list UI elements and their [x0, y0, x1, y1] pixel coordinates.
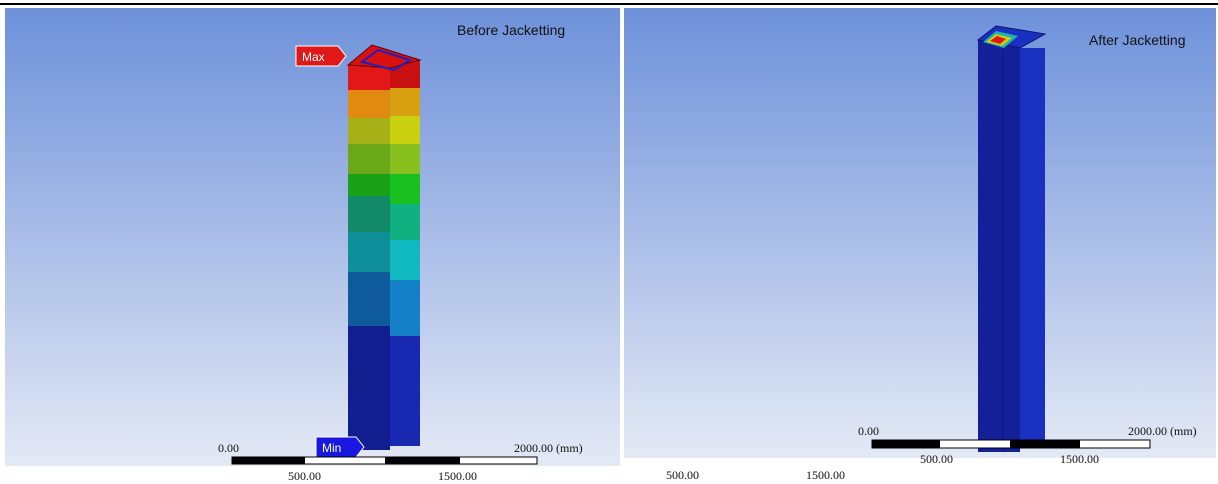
panel-title: Before Jacketting: [457, 22, 565, 38]
panel-after: After Jacketting 0.00 2000.00 (mm) 500.0…: [624, 8, 1216, 466]
max-label: Max: [302, 50, 325, 64]
viewport-background: [5, 8, 620, 466]
column-model: [346, 44, 422, 450]
scale-end: 2000.00 (mm): [514, 441, 583, 455]
scale-start: 0.00: [858, 424, 879, 438]
stray-label: 500.00: [666, 468, 699, 482]
scale-bar: 0.00 2000.00 (mm) 500.00 1500.00: [218, 441, 583, 483]
scale-end: 2000.00 (mm): [1128, 424, 1197, 438]
min-flag: Min: [315, 436, 365, 458]
panel-title: After Jacketting: [1089, 32, 1186, 48]
viewport-background: [624, 8, 1216, 458]
scale-mid: 500.00: [288, 469, 321, 483]
max-flag: Max: [295, 45, 347, 67]
min-label: Min: [322, 441, 341, 455]
scale-mid: 500.00: [920, 452, 953, 466]
scale-mid: 1500.00: [1060, 452, 1099, 466]
scale-start: 0.00: [218, 441, 239, 455]
panel-before: Before Jacketting Max Min 0.00: [5, 8, 620, 483]
scale-mid: 1500.00: [438, 469, 477, 483]
stray-label: 1500.00: [806, 468, 845, 482]
column-model: [976, 25, 1047, 452]
scale-bar: 0.00 2000.00 (mm) 500.00 1500.00: [858, 424, 1197, 466]
